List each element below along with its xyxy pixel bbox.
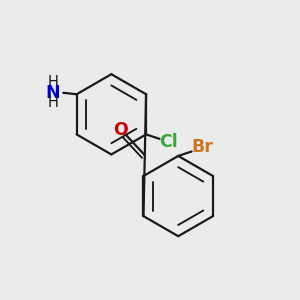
Text: N: N <box>46 84 60 102</box>
Text: Br: Br <box>191 138 213 156</box>
Text: O: O <box>113 121 128 139</box>
Text: Cl: Cl <box>159 133 178 151</box>
Text: H: H <box>47 95 58 110</box>
Text: H: H <box>47 76 58 91</box>
